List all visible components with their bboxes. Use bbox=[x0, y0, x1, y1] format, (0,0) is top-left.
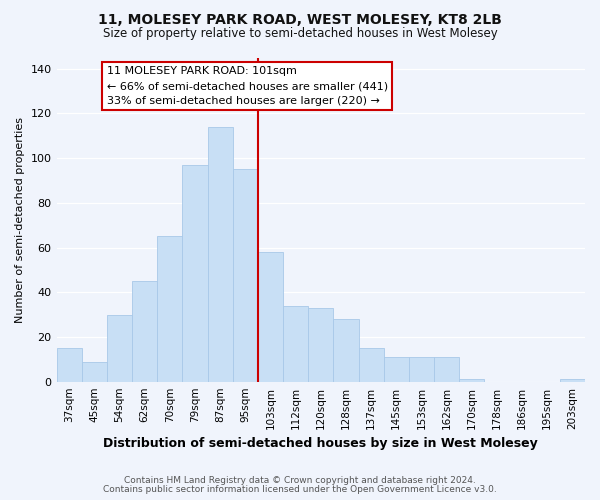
X-axis label: Distribution of semi-detached houses by size in West Molesey: Distribution of semi-detached houses by … bbox=[103, 437, 538, 450]
Text: 11 MOLESEY PARK ROAD: 101sqm
← 66% of semi-detached houses are smaller (441)
33%: 11 MOLESEY PARK ROAD: 101sqm ← 66% of se… bbox=[107, 66, 388, 106]
Bar bbox=[383, 357, 409, 382]
Text: Contains public sector information licensed under the Open Government Licence v3: Contains public sector information licen… bbox=[103, 485, 497, 494]
Bar bbox=[308, 308, 334, 382]
Text: 11, MOLESEY PARK ROAD, WEST MOLESEY, KT8 2LB: 11, MOLESEY PARK ROAD, WEST MOLESEY, KT8… bbox=[98, 12, 502, 26]
Bar bbox=[82, 362, 107, 382]
Bar bbox=[359, 348, 383, 382]
Bar bbox=[459, 380, 484, 382]
Text: Contains HM Land Registry data © Crown copyright and database right 2024.: Contains HM Land Registry data © Crown c… bbox=[124, 476, 476, 485]
Bar bbox=[258, 252, 283, 382]
Bar bbox=[334, 319, 359, 382]
Bar bbox=[132, 281, 157, 382]
Bar bbox=[182, 165, 208, 382]
Bar bbox=[283, 306, 308, 382]
Bar bbox=[233, 170, 258, 382]
Text: Size of property relative to semi-detached houses in West Molesey: Size of property relative to semi-detach… bbox=[103, 28, 497, 40]
Bar bbox=[208, 127, 233, 382]
Y-axis label: Number of semi-detached properties: Number of semi-detached properties bbox=[15, 116, 25, 322]
Bar bbox=[409, 357, 434, 382]
Bar bbox=[434, 357, 459, 382]
Bar bbox=[56, 348, 82, 382]
Bar bbox=[560, 380, 585, 382]
Bar bbox=[107, 314, 132, 382]
Bar bbox=[157, 236, 182, 382]
